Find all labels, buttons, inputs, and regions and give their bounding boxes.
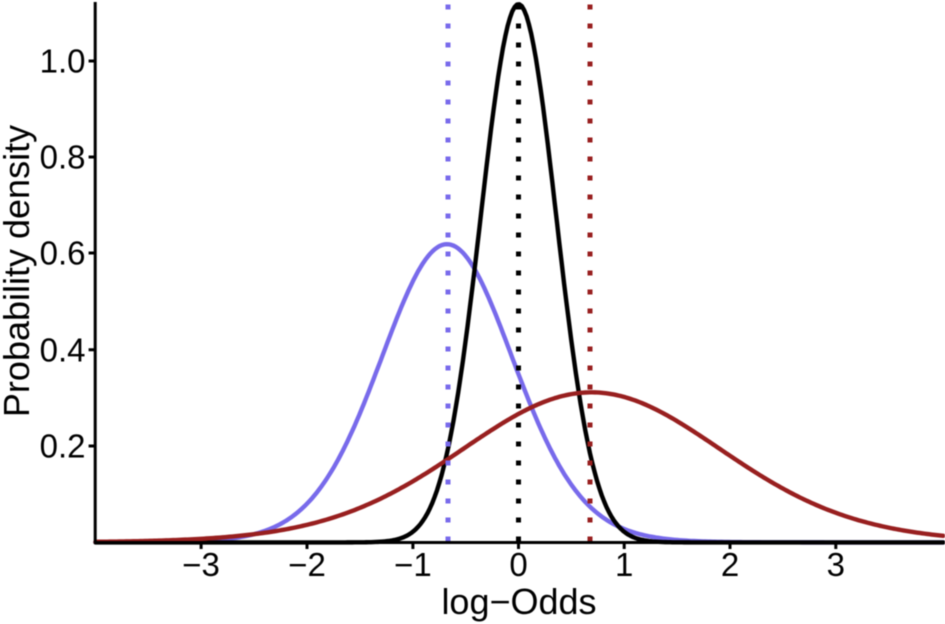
svg-text:0.6: 0.6 xyxy=(40,235,86,272)
svg-text:0: 0 xyxy=(509,546,527,583)
svg-text:Probability density: Probability density xyxy=(0,125,37,417)
svg-text:0.8: 0.8 xyxy=(40,139,86,176)
svg-text:−2: −2 xyxy=(288,546,326,583)
svg-text:3: 3 xyxy=(827,546,845,583)
svg-text:log−Odds: log−Odds xyxy=(441,581,596,622)
svg-text:1: 1 xyxy=(615,546,633,583)
svg-text:1.0: 1.0 xyxy=(40,43,86,80)
svg-text:0.2: 0.2 xyxy=(40,428,86,465)
svg-text:2: 2 xyxy=(721,546,739,583)
svg-text:−1: −1 xyxy=(394,546,432,583)
svg-text:0.4: 0.4 xyxy=(40,331,86,368)
svg-text:−3: −3 xyxy=(182,546,220,583)
